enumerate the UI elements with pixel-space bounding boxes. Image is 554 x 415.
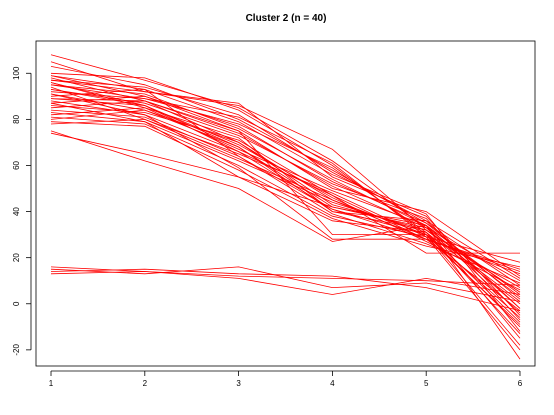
series-line-39 bbox=[50, 268, 521, 312]
series-line-23 bbox=[50, 116, 521, 351]
series-line-32 bbox=[50, 102, 521, 334]
series-line-22 bbox=[50, 107, 521, 295]
series-line-34 bbox=[50, 82, 520, 254]
x-tick-label: 1 bbox=[49, 379, 54, 388]
y-tick-label: 20 bbox=[12, 253, 21, 262]
series-line-17 bbox=[50, 95, 521, 300]
series-line-8 bbox=[50, 82, 521, 293]
y-tick-label: 80 bbox=[12, 114, 21, 123]
series-line-30 bbox=[50, 93, 521, 312]
series-line-38 bbox=[50, 266, 521, 302]
y-tick-label: 40 bbox=[12, 207, 21, 216]
series-layer bbox=[50, 54, 521, 360]
series-line-36 bbox=[50, 130, 521, 360]
plot-frame bbox=[35, 40, 536, 367]
y-tick-label: 0 bbox=[12, 301, 21, 306]
x-tick-label: 2 bbox=[143, 379, 148, 388]
y-axis: -20 0 20 40 60 80 100 bbox=[12, 66, 32, 356]
series-line-9 bbox=[50, 84, 521, 339]
series-line-20 bbox=[50, 109, 521, 284]
x-axis: 1 2 3 4 5 6 bbox=[49, 370, 523, 388]
x-tick-label: 5 bbox=[424, 379, 429, 388]
series-line-3 bbox=[50, 66, 521, 286]
series-line-40 bbox=[50, 271, 521, 295]
series-line-19 bbox=[50, 100, 521, 314]
series-line-14 bbox=[50, 88, 521, 332]
x-tick-label: 6 bbox=[518, 379, 523, 388]
series-line-29 bbox=[50, 89, 521, 279]
series-line-11 bbox=[50, 89, 521, 321]
series-line-33 bbox=[50, 75, 521, 275]
x-tick-label: 3 bbox=[236, 379, 241, 388]
y-tick-label: -20 bbox=[12, 344, 21, 356]
series-line-35 bbox=[50, 132, 521, 309]
chart-title: Cluster 2 (n = 40) bbox=[246, 13, 327, 24]
series-line-27 bbox=[50, 79, 521, 293]
y-tick-label: 60 bbox=[12, 160, 21, 169]
x-tick-label: 4 bbox=[330, 379, 335, 388]
y-tick-label: 100 bbox=[12, 66, 21, 80]
